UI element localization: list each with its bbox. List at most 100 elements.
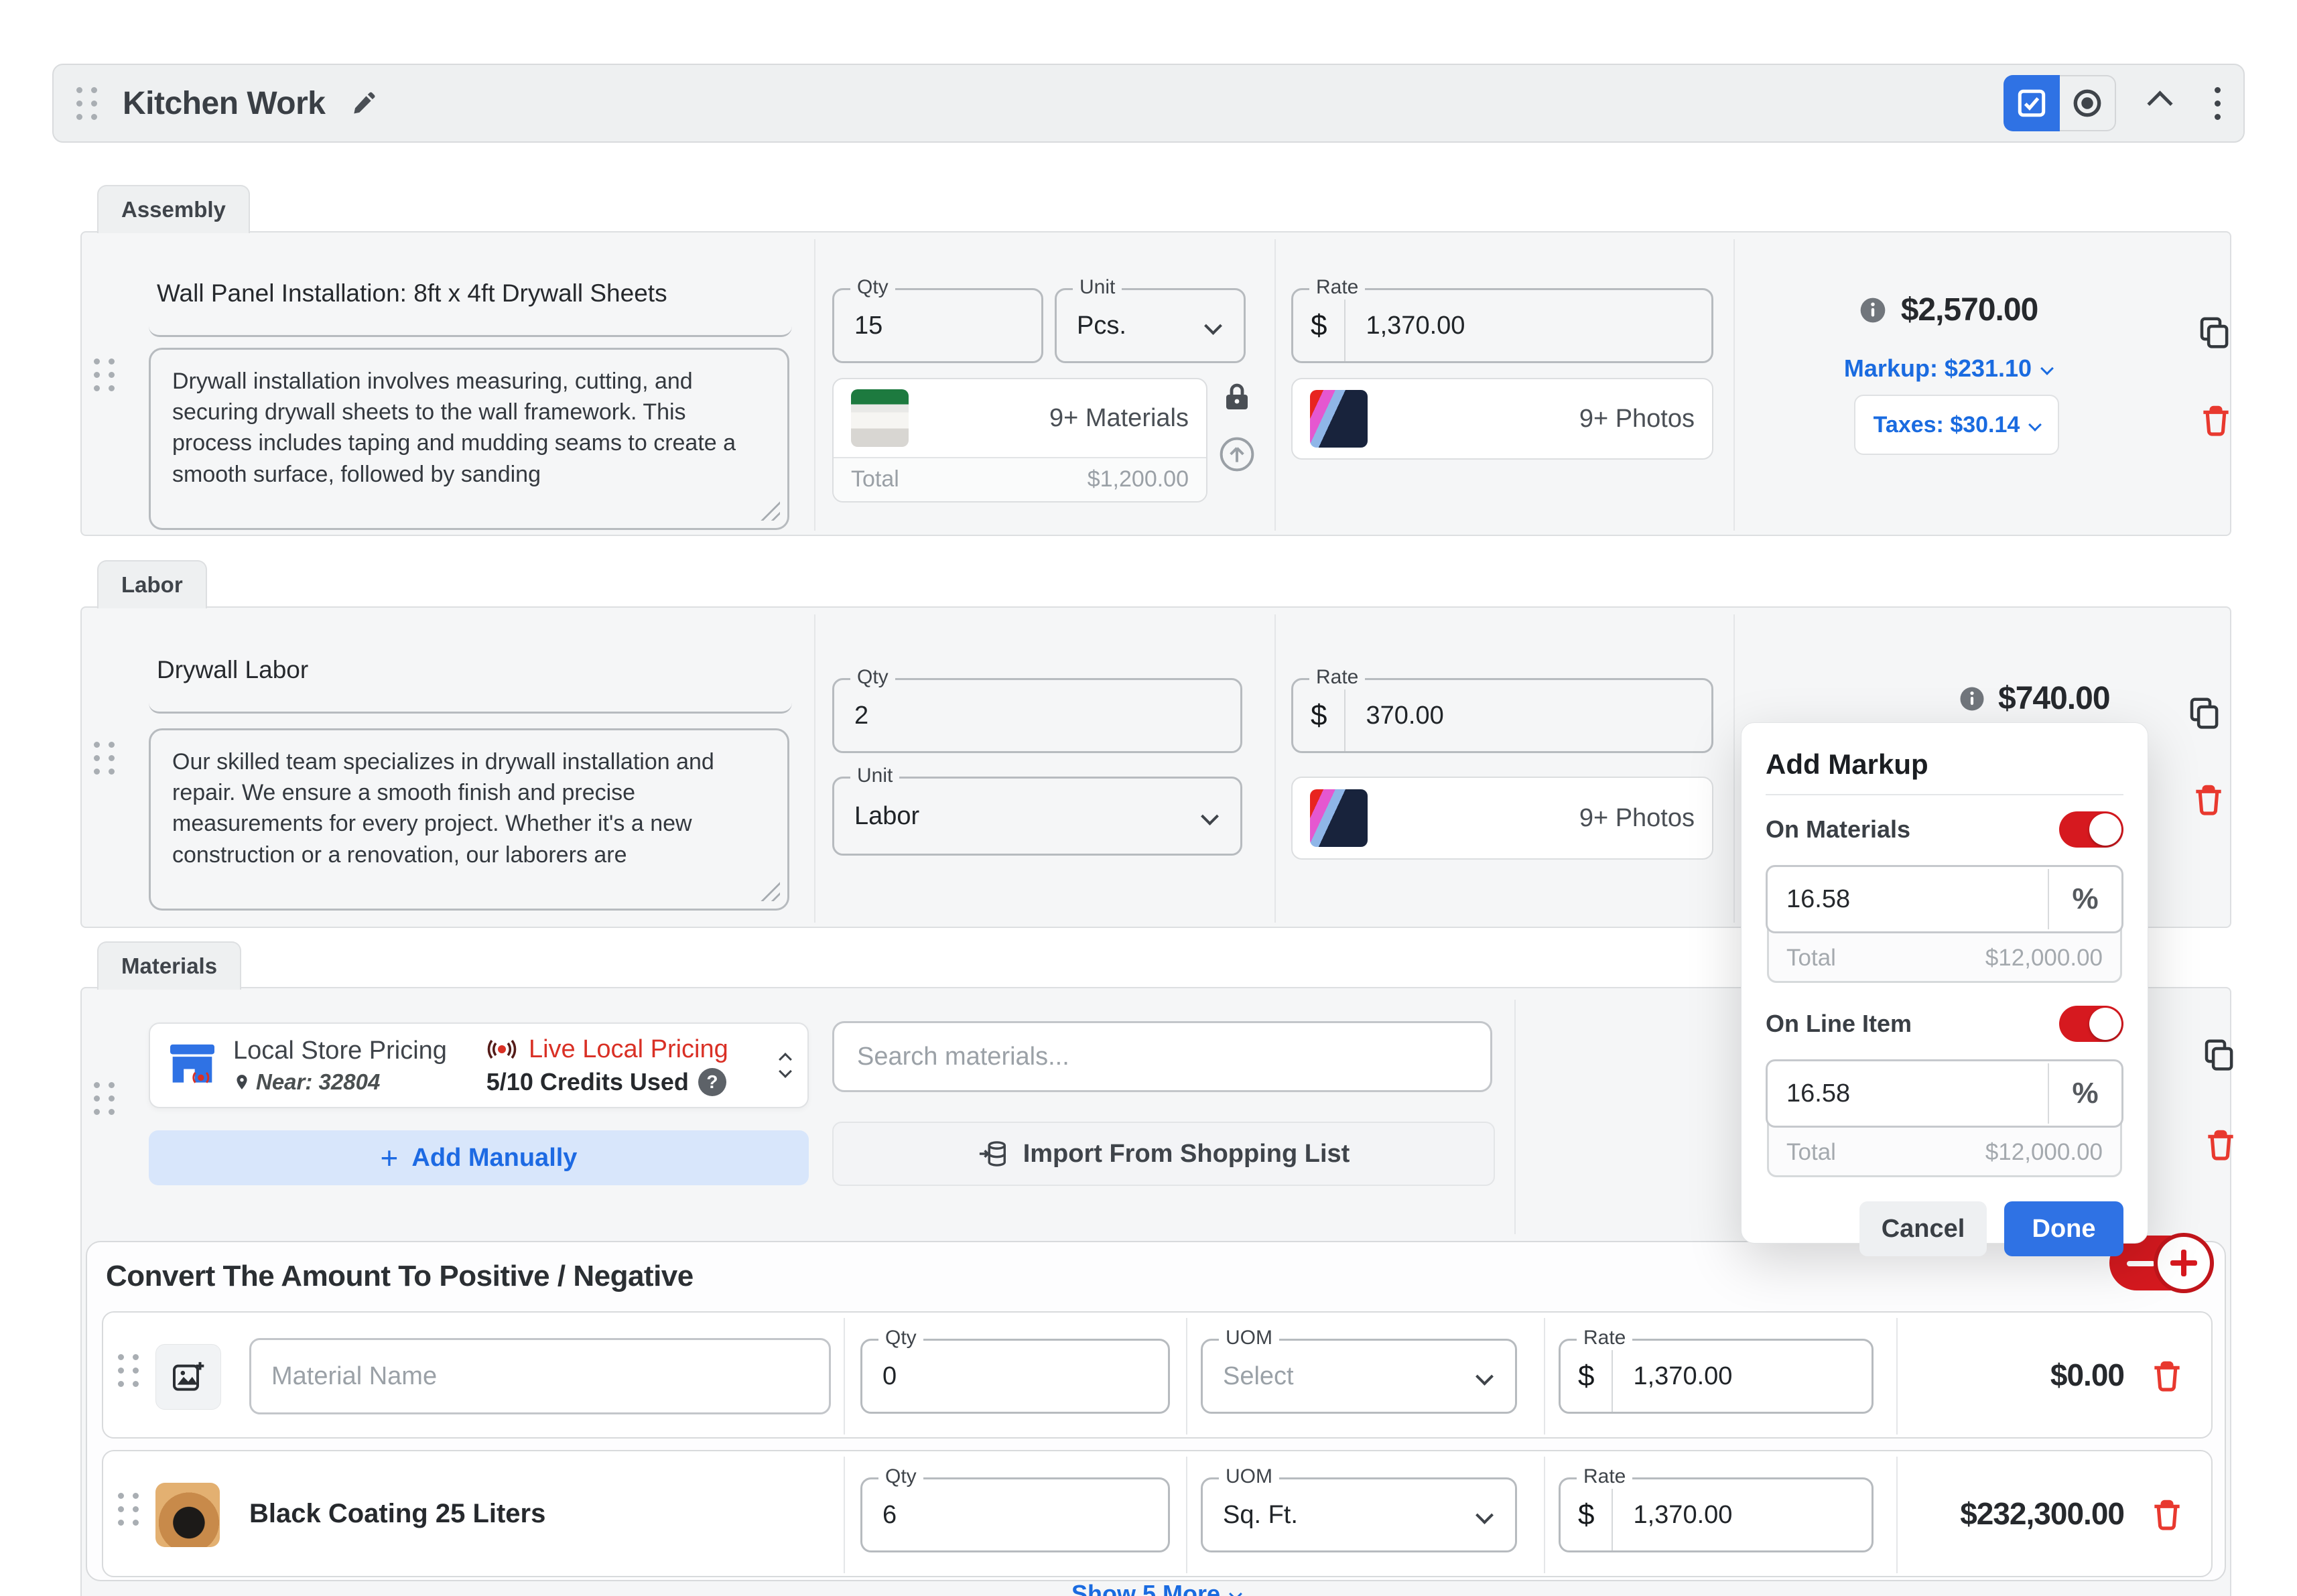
materials-total-value: $1,200.00 <box>1087 466 1189 492</box>
qty-input[interactable] <box>862 1500 1168 1530</box>
assembly-description-textarea[interactable]: Drywall installation involves measuring,… <box>149 348 789 530</box>
material-uom-select[interactable]: UOM Sq. Ft. <box>1201 1465 1517 1552</box>
qty-label: Qty <box>878 1326 923 1350</box>
on-materials-toggle[interactable] <box>2059 811 2123 848</box>
rate-input[interactable] <box>1613 1500 1872 1530</box>
tab-assembly[interactable]: Assembly <box>97 185 250 233</box>
info-icon[interactable] <box>1858 295 1888 325</box>
done-button[interactable]: Done <box>2004 1201 2123 1256</box>
cancel-button[interactable]: Cancel <box>1859 1201 1987 1256</box>
taxes-link: Taxes: $30.14 <box>1873 411 2020 438</box>
material-rate-field[interactable]: Rate $ <box>1559 1465 1874 1552</box>
import-label: Import From Shopping List <box>1023 1139 1350 1168</box>
markup-link[interactable]: Markup: $231.10 <box>1844 354 2054 383</box>
labor-amount-row: $740.00 <box>1958 680 2111 717</box>
delete-trash-icon[interactable] <box>2202 1126 2239 1163</box>
copy-icon[interactable] <box>2201 1037 2237 1073</box>
labor-photos-chip[interactable]: 9+ Photos <box>1291 777 1713 860</box>
assembly-qty-field[interactable]: Qty <box>832 275 1043 363</box>
assembly-rate-field[interactable]: Rate $ <box>1291 275 1713 363</box>
move-up-circle-icon[interactable] <box>1218 436 1256 473</box>
on-materials-label: On Materials <box>1766 815 1911 843</box>
column-divider <box>814 239 815 531</box>
labor-qty-field[interactable]: Qty <box>832 665 1242 753</box>
percent-symbol: % <box>2048 1063 2121 1124</box>
drag-handle-icon[interactable] <box>76 86 97 120</box>
drag-handle-icon[interactable] <box>94 1082 115 1115</box>
radio-mode-button[interactable] <box>2060 75 2116 131</box>
delete-trash-icon[interactable] <box>2148 1357 2186 1394</box>
line-total-amount: $740.00 <box>1998 681 2111 716</box>
search-materials-input[interactable] <box>834 1042 1490 1071</box>
photos-count-badge: 9+ Photos <box>1579 803 1695 832</box>
checkbox-mode-button[interactable] <box>2004 75 2060 131</box>
store-icon <box>170 1044 214 1083</box>
delete-trash-icon[interactable] <box>2148 1495 2186 1533</box>
rate-input[interactable] <box>1346 310 1711 341</box>
drag-handle-icon[interactable] <box>118 1493 139 1526</box>
rate-input[interactable] <box>1613 1361 1872 1392</box>
material-thumbnail <box>851 389 909 447</box>
assembly-unit-select[interactable]: Unit Pcs. <box>1055 275 1246 363</box>
material-photo-thumbnail[interactable] <box>155 1483 220 1547</box>
material-qty-field[interactable]: Qty <box>860 1326 1170 1414</box>
assembly-title-value[interactable] <box>149 279 792 308</box>
currency-prefix: $ <box>1561 1341 1614 1412</box>
currency-prefix: $ <box>1293 290 1346 361</box>
add-image-button[interactable] <box>155 1344 221 1410</box>
rate-label: Rate <box>1577 1326 1633 1350</box>
material-qty-field[interactable]: Qty <box>860 1465 1170 1552</box>
add-manually-label: Add Manually <box>411 1143 578 1172</box>
materials-percent-input[interactable] <box>1768 884 2048 915</box>
drag-handle-icon[interactable] <box>94 742 115 775</box>
labor-unit-select[interactable]: Unit Labor <box>832 764 1242 856</box>
show-more-link[interactable]: Show 5 More <box>1071 1580 1242 1596</box>
import-icon <box>979 1141 1006 1167</box>
image-add-icon <box>173 1361 204 1391</box>
live-local-pricing-label: Live Local Pricing <box>528 1035 728 1063</box>
delete-trash-icon[interactable] <box>2190 781 2227 818</box>
info-icon[interactable] <box>1958 685 1986 713</box>
qty-input[interactable] <box>862 1361 1168 1392</box>
collapse-chevron-up-icon[interactable] <box>2147 90 2173 117</box>
chevron-down-icon <box>1201 807 1219 825</box>
qty-input[interactable] <box>834 700 1240 731</box>
rate-input[interactable] <box>1346 700 1711 731</box>
delete-trash-icon[interactable] <box>2197 401 2235 439</box>
line-item-percent-input[interactable] <box>1768 1078 2048 1109</box>
taxes-dropdown[interactable]: Taxes: $30.14 <box>1854 395 2059 455</box>
on-line-item-toggle[interactable] <box>2059 1006 2123 1042</box>
assembly-card: Drywall installation involves measuring,… <box>80 231 2231 536</box>
import-shopping-list-button[interactable]: Import From Shopping List <box>832 1122 1495 1186</box>
local-store-pricing-card[interactable]: Local Store Pricing Near: 32804 Live Loc… <box>149 1022 809 1108</box>
add-manually-button[interactable]: + Add Manually <box>149 1130 809 1185</box>
copy-icon[interactable] <box>2196 314 2232 350</box>
tab-labor[interactable]: Labor <box>97 560 207 608</box>
help-question-icon[interactable]: ? <box>698 1067 726 1096</box>
materials-total-bar: Total $12,000.00 <box>1767 927 2122 983</box>
copy-icon[interactable] <box>2186 695 2222 731</box>
qty-input[interactable] <box>834 310 1041 341</box>
labor-title-input[interactable] <box>149 628 792 714</box>
labor-title-value[interactable] <box>149 655 792 684</box>
lock-icon[interactable] <box>1221 381 1253 413</box>
material-uom-select[interactable]: UOM Select <box>1201 1326 1517 1414</box>
assembly-photos-chip[interactable]: 9+ Photos <box>1291 378 1713 460</box>
uom-value: Sq. Ft. <box>1223 1500 1298 1529</box>
negative-positive-toggle[interactable] <box>2109 1233 2214 1293</box>
assembly-materials-chip[interactable]: 9+ Materials Total $1,200.00 <box>832 378 1207 503</box>
tab-materials[interactable]: Materials <box>97 941 242 990</box>
more-options-kebab-icon[interactable] <box>2215 86 2221 120</box>
rate-label: Rate <box>1309 665 1366 689</box>
store-near-zip: Near: 32804 <box>256 1069 381 1094</box>
drag-handle-icon[interactable] <box>118 1354 139 1387</box>
material-rate-field[interactable]: Rate $ <box>1559 1326 1874 1414</box>
drag-handle-icon[interactable] <box>94 358 115 391</box>
labor-rate-field[interactable]: Rate $ <box>1291 665 1713 753</box>
material-name-input[interactable] <box>251 1361 829 1391</box>
assembly-title-input[interactable] <box>149 251 792 337</box>
labor-description-textarea[interactable]: Our skilled team specializes in drywall … <box>149 728 789 911</box>
currency-prefix: $ <box>1293 680 1346 751</box>
store-expander-chevrons-icon[interactable] <box>779 1053 792 1078</box>
edit-pencil-icon[interactable] <box>350 90 377 117</box>
